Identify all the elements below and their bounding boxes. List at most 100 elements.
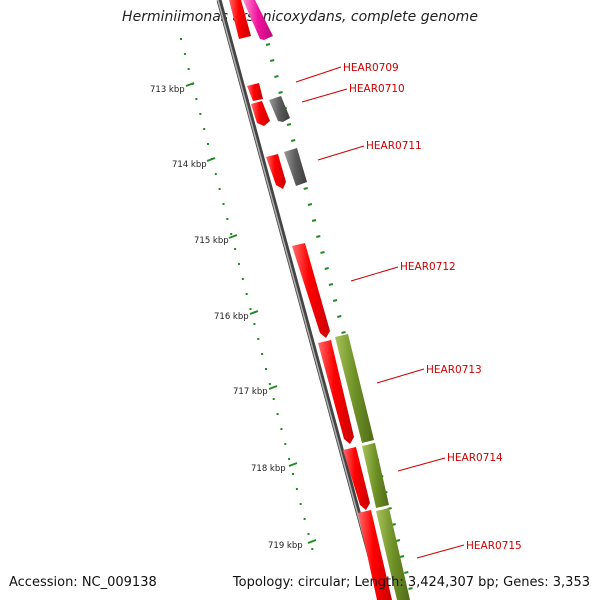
scale-dot [268,383,271,385]
scale-dot [237,263,240,265]
label-leader [350,266,399,282]
genome-backbone-highlight [217,0,382,600]
gene-label[interactable]: HEAR0710 [349,83,405,95]
scale-tick [324,267,329,270]
scale-dot [284,443,287,445]
scale-tick [286,123,292,126]
scale-dots [180,38,314,550]
scale-dot [307,533,310,535]
scale-ticks [265,43,413,590]
gene-arrow-gray[interactable] [269,96,290,122]
scale-dot [292,473,294,475]
scale-tick [320,251,325,254]
scale-tick [332,299,338,302]
kbp-tick [206,157,216,162]
gene-arrow[interactable] [266,154,286,189]
inner-feature-ring [229,0,392,600]
scale-dot [288,458,291,460]
scale-dot [218,188,221,190]
gene-label[interactable]: HEAR0709 [343,62,399,74]
scale-tick [274,75,279,78]
scale-dot [261,353,264,355]
scale-dot [249,308,252,310]
kbp-label: 715 kbp [194,236,229,246]
scale-tick [307,203,313,206]
gene-arrow-pink[interactable] [243,0,273,40]
gene-arrow[interactable] [292,243,330,338]
scale-dot [187,68,190,70]
scale-dot [195,98,198,100]
scale-dot [257,338,260,340]
gene-arrow[interactable] [358,510,392,600]
scale-dot [234,248,237,250]
label-leader [301,88,348,103]
label-leader [416,544,465,559]
label-leader [376,368,425,384]
kbp-scale: 713 kbp 714 kbp 715 kbp 716 kbp 717 kbp … [150,82,317,551]
scale-dot [253,323,256,325]
scale-tick [265,43,271,46]
kbp-label: 717 kbp [233,387,268,397]
gene-arrow-olive[interactable] [376,508,410,600]
label-leader [295,66,342,83]
kbp-tick [288,462,298,467]
scale-tick [328,283,334,286]
scale-tick [395,539,401,542]
gene-arrow[interactable] [343,447,370,510]
scale-dot [303,518,306,520]
gene-arrow[interactable] [247,83,263,101]
scale-dot [226,218,229,220]
gene-label[interactable]: HEAR0715 [466,540,522,552]
scale-dot [183,53,186,55]
scale-dot [272,398,275,400]
gene-label[interactable]: HEAR0714 [447,452,503,464]
scale-dot [199,113,202,115]
gene-arrow-olive[interactable] [362,443,389,508]
scale-dot [295,488,298,490]
kbp-label: 713 kbp [150,85,185,95]
kbp-label: 718 kbp [251,464,286,474]
genome-backbone [216,0,385,600]
map-title: Herminiimonas arsenicoxydans, complete g… [122,9,478,25]
scale-dot [265,368,267,370]
gene-arrow[interactable] [318,340,354,444]
gene-arrow[interactable] [251,101,270,126]
label-leader [317,145,365,161]
kbp-tick [249,310,259,315]
label-leader [397,457,446,472]
outer-feature-ring [243,0,410,600]
gene-arrow-olive[interactable] [335,334,374,443]
scale-tick [341,331,346,334]
kbp-tick [185,82,195,87]
scale-tick [408,587,413,590]
gene-arrow[interactable] [229,0,251,39]
scale-tick [278,91,283,94]
kbp-tick [268,385,278,390]
kbp-tick [307,539,317,544]
scale-tick [311,219,317,222]
kbp-tick [228,234,238,239]
scale-dot [280,428,283,430]
scale-dot [203,128,206,130]
scale-dot [230,233,233,235]
scale-dot [245,293,248,295]
gene-label[interactable]: HEAR0712 [400,261,456,273]
gene-label[interactable]: HEAR0711 [366,140,422,152]
scale-dot [214,173,217,175]
scale-dot [241,278,244,280]
topology-summary: Topology: circular; Length: 3,424,307 bp… [232,575,590,590]
scale-dot [207,143,209,145]
kbp-label: 714 kbp [172,160,207,170]
scale-tick [316,235,321,238]
gene-label[interactable]: HEAR0713 [426,364,482,376]
scale-dot [180,38,182,40]
scale-tick [404,571,409,574]
kbp-label: 716 kbp [214,312,249,322]
gene-arrow-gray[interactable] [284,148,307,186]
scale-dot [299,503,302,505]
accession-label: Accession: NC_009138 [9,575,157,590]
gene-labels: HEAR0709 HEAR0710 HEAR0711 HEAR0712 HEAR… [295,62,522,559]
scale-tick [337,315,342,318]
